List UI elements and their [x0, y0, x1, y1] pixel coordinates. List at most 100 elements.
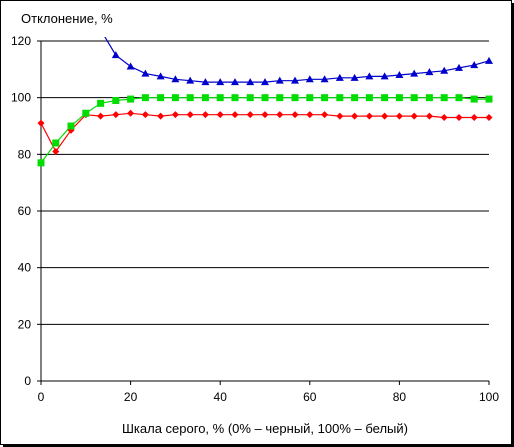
data-point-diamond: [306, 111, 314, 119]
data-point-diamond: [37, 119, 45, 127]
data-point-diamond: [97, 112, 105, 120]
data-point-square: [395, 94, 403, 102]
data-point-triangle: [230, 78, 239, 86]
data-point-triangle: [380, 72, 389, 80]
data-point-diamond: [231, 111, 239, 119]
y-tick-label: 40: [18, 261, 32, 275]
data-point-triangle: [485, 56, 493, 64]
data-point-square: [186, 94, 194, 102]
data-point-square: [52, 139, 60, 147]
data-point-square: [485, 95, 493, 103]
data-point-square: [112, 97, 120, 104]
data-point-square: [306, 94, 314, 102]
data-point-diamond: [186, 111, 194, 119]
data-point-square: [410, 94, 418, 102]
data-point-diamond: [351, 112, 359, 120]
data-point-diamond: [141, 111, 149, 119]
x-tick-label: 60: [303, 390, 317, 404]
series-markers: [37, 26, 493, 167]
data-point-triangle: [470, 61, 479, 69]
data-point-square: [440, 94, 448, 102]
y-tick-label: 80: [18, 147, 32, 161]
data-point-square: [141, 94, 149, 102]
data-point-square: [455, 94, 463, 102]
data-point-square: [201, 94, 209, 102]
data-point-square: [381, 94, 389, 102]
series-line-3: [40, 97, 489, 164]
y-tick-label: 0: [24, 374, 31, 388]
data-point-square: [157, 94, 165, 102]
data-point-triangle: [395, 71, 404, 78]
data-point-square: [231, 94, 239, 102]
data-point-triangle: [320, 75, 329, 83]
data-point-diamond: [381, 112, 389, 120]
y-tick-label: 60: [18, 204, 32, 218]
data-point-diamond: [321, 111, 329, 119]
data-point-square: [470, 95, 478, 103]
data-point-triangle: [410, 69, 419, 77]
data-point-triangle: [261, 78, 269, 86]
data-point-diamond: [470, 114, 478, 121]
y-tick-label: 100: [11, 91, 31, 105]
data-point-diamond: [216, 111, 224, 119]
y-tick-label: 20: [18, 317, 32, 331]
y-axis-title: Отклонение, %: [21, 11, 113, 26]
data-point-square: [425, 94, 433, 102]
data-point-triangle: [335, 73, 344, 81]
x-tick-label: 80: [393, 390, 407, 404]
data-point-diamond: [127, 109, 135, 117]
data-point-square: [351, 94, 359, 102]
data-point-square: [321, 94, 329, 102]
data-point-diamond: [171, 111, 179, 119]
x-tick-label: 20: [124, 390, 138, 404]
data-point-triangle: [186, 76, 195, 84]
data-point-diamond: [395, 112, 403, 120]
data-point-diamond: [291, 111, 299, 119]
data-point-square: [246, 94, 254, 102]
data-point-triangle: [171, 75, 180, 83]
data-point-diamond: [52, 148, 60, 155]
data-point-triangle: [425, 68, 434, 76]
data-point-diamond: [365, 112, 373, 120]
data-point-diamond: [157, 112, 165, 120]
data-point-triangle: [201, 78, 210, 86]
data-point-triangle: [305, 75, 314, 83]
data-point-square: [67, 122, 75, 130]
x-tick-label: 40: [214, 390, 228, 404]
data-point-square: [365, 94, 373, 102]
data-point-square: [276, 94, 284, 102]
x-tick-labels: 0 20 40 60 80 100: [38, 390, 500, 404]
data-point-triangle: [216, 78, 225, 86]
data-point-triangle: [156, 72, 165, 80]
data-point-triangle: [454, 63, 463, 71]
x-tick-label: 100: [479, 390, 499, 404]
data-point-diamond: [336, 112, 344, 120]
data-point-square: [216, 94, 224, 102]
data-point-triangle: [246, 78, 255, 86]
data-point-triangle: [365, 72, 374, 80]
data-point-square: [82, 109, 90, 117]
data-point-triangle: [97, 26, 105, 33]
data-point-diamond: [246, 111, 254, 119]
data-point-triangle: [291, 76, 300, 84]
data-point-diamond: [485, 114, 493, 121]
data-point-square: [171, 94, 179, 102]
data-point-square: [97, 99, 105, 107]
data-point-triangle: [350, 73, 359, 81]
data-point-square: [127, 95, 135, 103]
data-point-square: [291, 94, 299, 102]
data-point-diamond: [276, 111, 284, 119]
data-point-diamond: [425, 112, 433, 120]
series-line-2: [40, 112, 489, 153]
data-point-triangle: [275, 76, 284, 84]
data-point-triangle: [126, 62, 135, 70]
data-point-triangle: [141, 69, 150, 77]
data-point-diamond: [410, 112, 418, 120]
data-point-diamond: [440, 114, 448, 121]
x-axis-title: Шкала серого, % (0% – черный, 100% – бел…: [122, 421, 408, 436]
data-point-diamond: [261, 111, 269, 119]
y-tick-label: 120: [11, 34, 31, 48]
data-point-triangle: [440, 66, 449, 74]
data-point-diamond: [112, 111, 120, 119]
